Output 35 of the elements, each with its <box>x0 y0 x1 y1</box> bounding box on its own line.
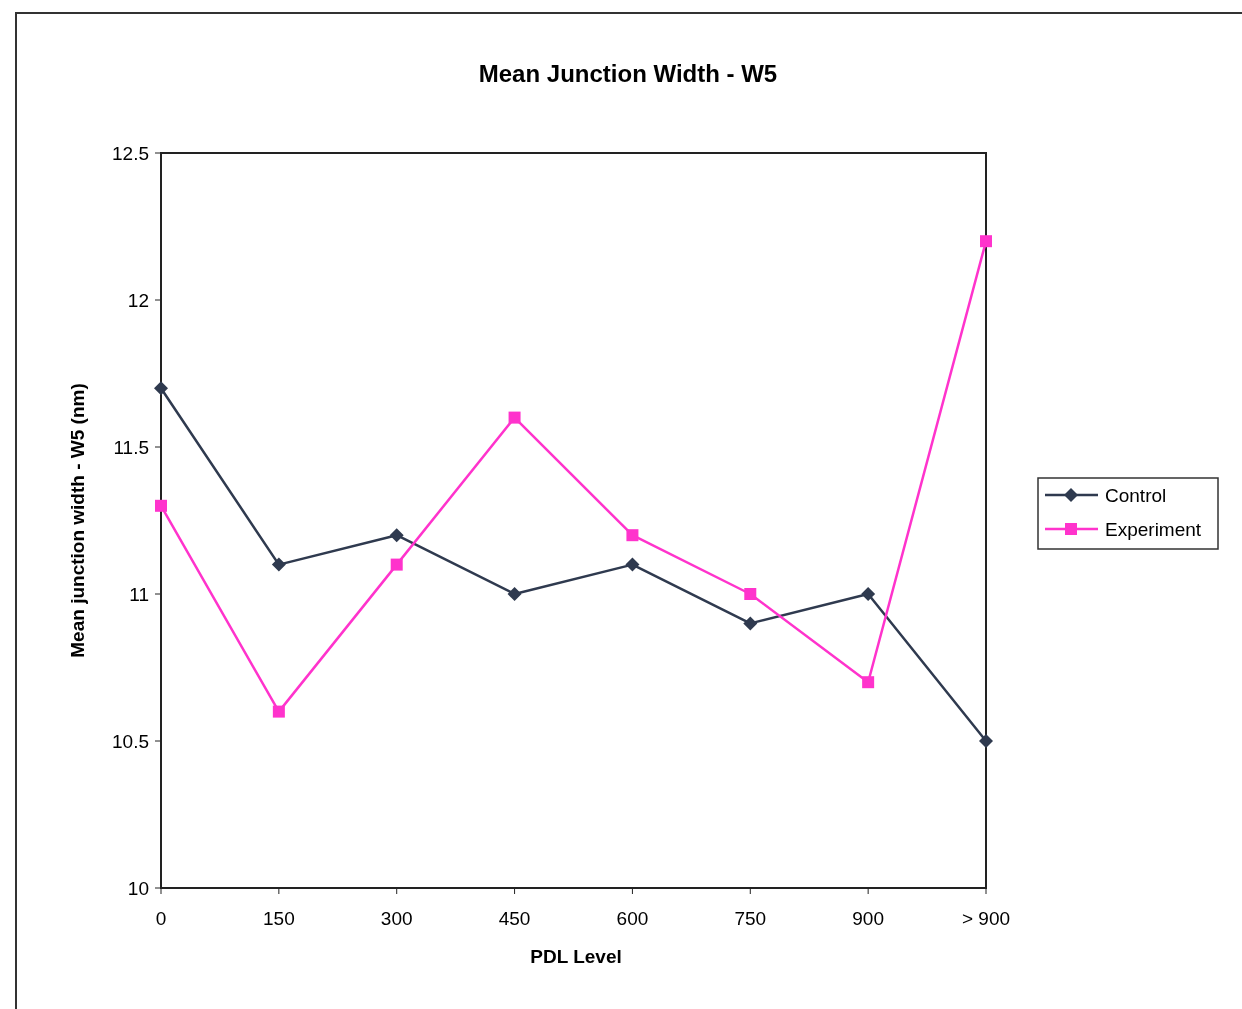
point <box>979 734 993 748</box>
point <box>861 587 876 601</box>
x-tick-label: 900 <box>852 908 884 929</box>
point <box>508 411 521 424</box>
point <box>743 616 758 631</box>
x-tick-label: 0 <box>155 908 167 929</box>
y-tick-label: 11.5 <box>113 436 149 458</box>
legend-label: Experiment <box>1105 518 1202 540</box>
x-tick-label: > 900 <box>961 908 1011 929</box>
y-axis-title: Mean junction width - W5 (nm) <box>67 383 88 658</box>
y-tick-label: 11 <box>129 583 149 605</box>
chart-title: Mean Junction Width - W5 <box>478 60 778 87</box>
point <box>862 676 875 689</box>
x-tick-label: 600 <box>616 908 649 929</box>
point <box>271 557 286 572</box>
y-tick-label: 12.5 <box>112 142 149 164</box>
point <box>154 381 168 396</box>
legend-label: Control <box>1105 484 1167 506</box>
y-tick-label: 10 <box>127 877 149 899</box>
point <box>626 529 639 542</box>
point <box>389 528 404 543</box>
point <box>507 587 522 601</box>
y-tick-label: 10.5 <box>112 730 149 752</box>
y-tick-label: 12 <box>127 289 149 311</box>
point <box>625 557 640 572</box>
point <box>744 588 757 600</box>
point <box>390 558 403 571</box>
x-tick-label: 300 <box>380 908 413 929</box>
x-axis-title: PDL Level <box>530 946 622 967</box>
point <box>980 235 992 248</box>
point <box>155 499 167 512</box>
x-tick-label: 150 <box>263 908 295 929</box>
x-tick-label: 750 <box>734 908 767 929</box>
x-tick-label: 450 <box>498 908 531 929</box>
point <box>272 705 285 718</box>
